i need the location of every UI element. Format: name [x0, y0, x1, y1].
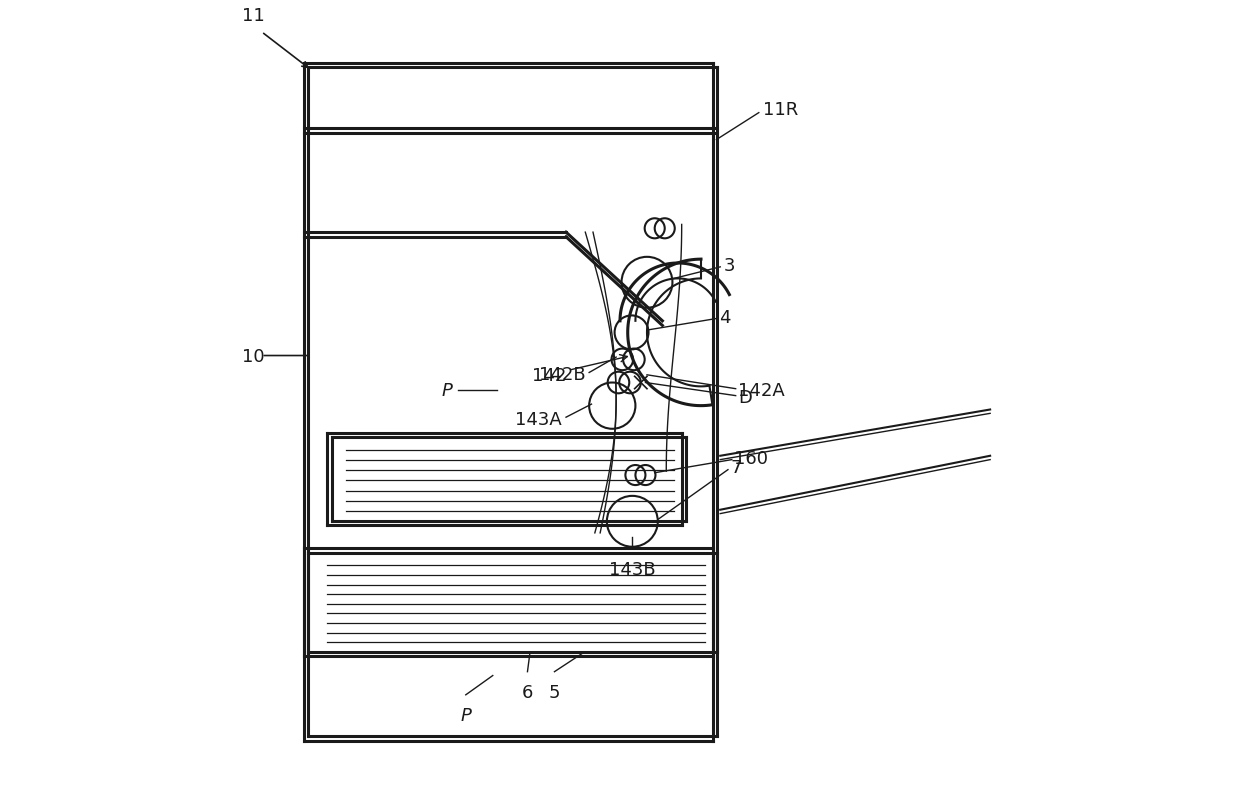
Text: 4: 4	[719, 309, 730, 326]
Text: 160: 160	[734, 449, 768, 468]
Text: D: D	[738, 389, 751, 407]
Text: P: P	[460, 707, 471, 724]
Text: 142A: 142A	[738, 382, 785, 399]
Text: 142: 142	[532, 355, 627, 384]
Text: 3: 3	[724, 257, 735, 275]
Text: P: P	[441, 382, 451, 399]
Text: 143A: 143A	[516, 411, 562, 428]
Text: 10: 10	[242, 347, 265, 365]
Text: 11R: 11R	[763, 100, 797, 119]
Text: 5: 5	[549, 683, 560, 702]
Text: 6: 6	[522, 683, 533, 702]
Text: 142B: 142B	[538, 366, 585, 383]
Text: 143B: 143B	[609, 560, 656, 578]
Text: 7: 7	[730, 459, 742, 476]
Text: 11: 11	[242, 7, 265, 25]
